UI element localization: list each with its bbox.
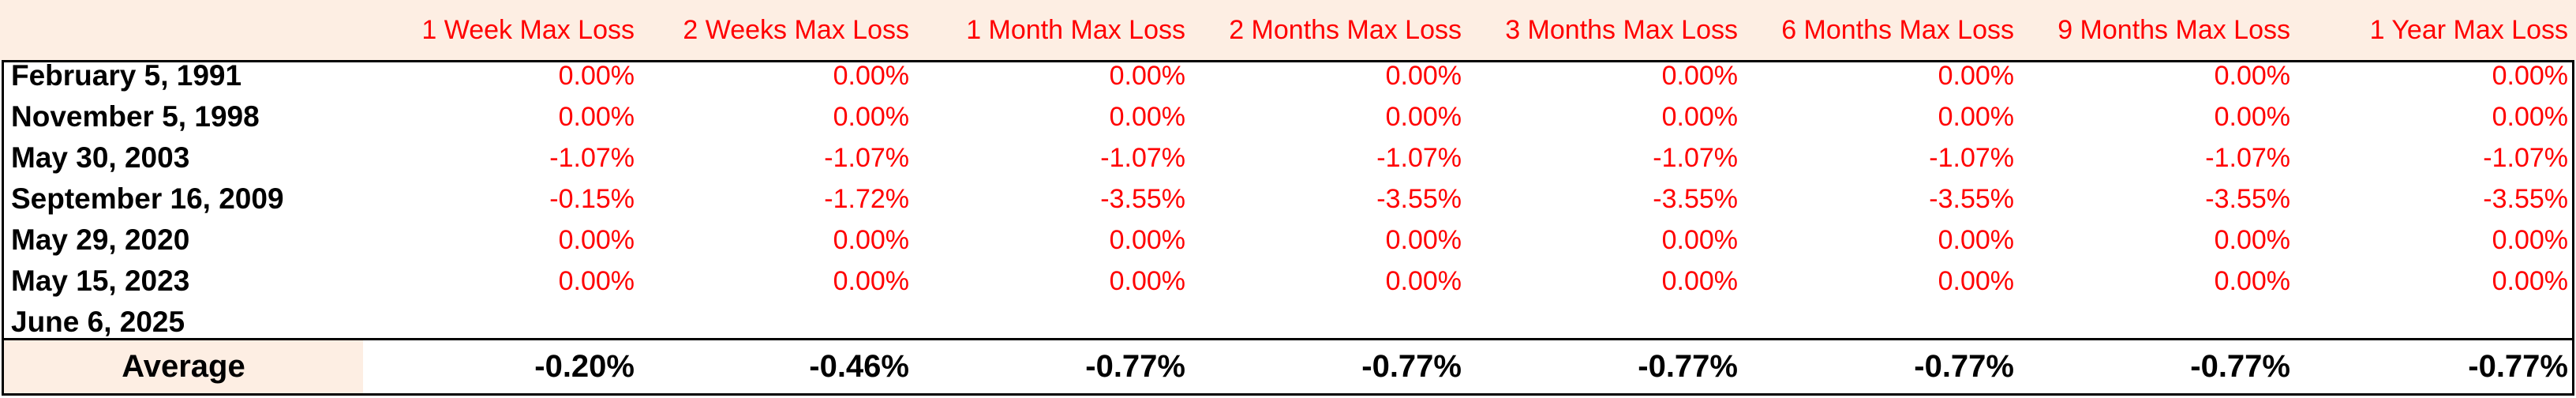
value-cell[interactable]: 0.00%: [1109, 102, 1185, 132]
value-cell[interactable]: -3.55%: [2205, 184, 2290, 214]
value-cell[interactable]: [2300, 302, 2568, 343]
value-cell[interactable]: -1.07%: [549, 143, 635, 173]
value-cell[interactable]: 0.00%: [1109, 266, 1185, 296]
value-cell[interactable]: 0.00%: [1385, 225, 1462, 255]
value-cell[interactable]: -1.07%: [1376, 143, 1462, 173]
value-cell[interactable]: 0.00%: [833, 102, 909, 132]
value-cell[interactable]: [917, 302, 1185, 343]
value-cell[interactable]: -3.55%: [1929, 184, 2014, 214]
column-header[interactable]: 1 Year Max Loss: [2369, 15, 2568, 45]
header-row-background: [0, 0, 2576, 60]
value-cell[interactable]: 0.00%: [1109, 61, 1185, 91]
average-value-cell[interactable]: -0.46%: [809, 349, 909, 384]
value-cell[interactable]: 0.00%: [2492, 102, 2568, 132]
value-cell[interactable]: 0.00%: [1661, 61, 1738, 91]
column-header[interactable]: 9 Months Max Loss: [2057, 15, 2290, 45]
value-cell[interactable]: 0.00%: [1938, 61, 2014, 91]
value-cell[interactable]: -1.07%: [1929, 143, 2014, 173]
column-header[interactable]: 1 Week Max Loss: [421, 15, 635, 45]
value-cell[interactable]: -3.55%: [1653, 184, 1738, 214]
column-header[interactable]: 2 Weeks Max Loss: [683, 15, 909, 45]
column-header[interactable]: 3 Months Max Loss: [1505, 15, 1738, 45]
value-cell[interactable]: 0.00%: [2214, 61, 2290, 91]
value-cell[interactable]: 0.00%: [1385, 266, 1462, 296]
value-cell[interactable]: [1193, 302, 1462, 343]
average-row-bottom-border: [2, 393, 2574, 396]
table-frame: [2, 60, 2574, 395]
value-cell[interactable]: [2022, 302, 2290, 343]
value-cell[interactable]: 0.00%: [833, 225, 909, 255]
average-value-cell[interactable]: -0.77%: [1638, 349, 1738, 384]
average-row-label[interactable]: Average: [122, 349, 245, 384]
value-cell[interactable]: [1746, 302, 2014, 343]
value-cell[interactable]: 0.00%: [2492, 266, 2568, 296]
value-cell[interactable]: 0.00%: [1661, 266, 1738, 296]
row-date-label[interactable]: September 16, 2009: [11, 182, 284, 215]
value-cell[interactable]: 0.00%: [1938, 102, 2014, 132]
value-cell[interactable]: [366, 302, 635, 343]
value-cell[interactable]: -1.07%: [2483, 143, 2568, 173]
value-cell[interactable]: 0.00%: [2492, 61, 2568, 91]
value-cell[interactable]: 0.00%: [833, 266, 909, 296]
average-value-cell[interactable]: -0.20%: [534, 349, 635, 384]
row-date-label[interactable]: May 15, 2023: [11, 265, 190, 297]
value-cell[interactable]: -3.55%: [1100, 184, 1185, 214]
value-cell[interactable]: -1.72%: [824, 184, 909, 214]
value-cell[interactable]: 0.00%: [1385, 61, 1462, 91]
row-date-label[interactable]: November 5, 1998: [11, 100, 260, 133]
value-cell[interactable]: 0.00%: [2492, 225, 2568, 255]
value-cell[interactable]: 0.00%: [1661, 225, 1738, 255]
row-date-label[interactable]: February 5, 1991: [11, 59, 242, 92]
average-value-cell[interactable]: -0.77%: [1361, 349, 1462, 384]
average-label-background: [4, 340, 363, 393]
value-cell[interactable]: -1.07%: [1100, 143, 1185, 173]
value-cell[interactable]: 0.00%: [1385, 102, 1462, 132]
value-cell[interactable]: -1.07%: [1653, 143, 1738, 173]
value-cell[interactable]: -0.15%: [549, 184, 635, 214]
average-value-cell[interactable]: -0.77%: [2190, 349, 2290, 384]
value-cell[interactable]: 0.00%: [1109, 225, 1185, 255]
value-cell[interactable]: 0.00%: [2214, 266, 2290, 296]
column-header[interactable]: 6 Months Max Loss: [1781, 15, 2014, 45]
value-cell[interactable]: 0.00%: [2214, 102, 2290, 132]
row-date-label[interactable]: May 29, 2020: [11, 223, 190, 256]
value-cell[interactable]: 0.00%: [558, 102, 635, 132]
column-header[interactable]: 1 Month Max Loss: [966, 15, 1185, 45]
value-cell[interactable]: 0.00%: [1938, 225, 2014, 255]
value-cell[interactable]: -3.55%: [2483, 184, 2568, 214]
average-value-cell[interactable]: -0.77%: [1914, 349, 2014, 384]
value-cell[interactable]: [1470, 302, 1738, 343]
value-cell[interactable]: 0.00%: [833, 61, 909, 91]
value-cell[interactable]: 0.00%: [558, 266, 635, 296]
average-value-cell[interactable]: -0.77%: [2468, 349, 2568, 384]
value-cell[interactable]: -1.07%: [2205, 143, 2290, 173]
row-date-label[interactable]: May 30, 2003: [11, 141, 190, 174]
value-cell[interactable]: 0.00%: [2214, 225, 2290, 255]
row-date-label[interactable]: June 6, 2025: [11, 306, 185, 338]
average-value-cell[interactable]: -0.77%: [1085, 349, 1185, 384]
value-cell[interactable]: 0.00%: [1938, 266, 2014, 296]
average-row-top-border: [2, 338, 2574, 340]
value-cell[interactable]: 0.00%: [558, 61, 635, 91]
value-cell[interactable]: 0.00%: [558, 225, 635, 255]
value-cell[interactable]: -3.55%: [1376, 184, 1462, 214]
value-cell[interactable]: -1.07%: [824, 143, 909, 173]
value-cell[interactable]: [641, 302, 909, 343]
value-cell[interactable]: 0.00%: [1661, 102, 1738, 132]
column-header[interactable]: 2 Months Max Loss: [1229, 15, 1462, 45]
